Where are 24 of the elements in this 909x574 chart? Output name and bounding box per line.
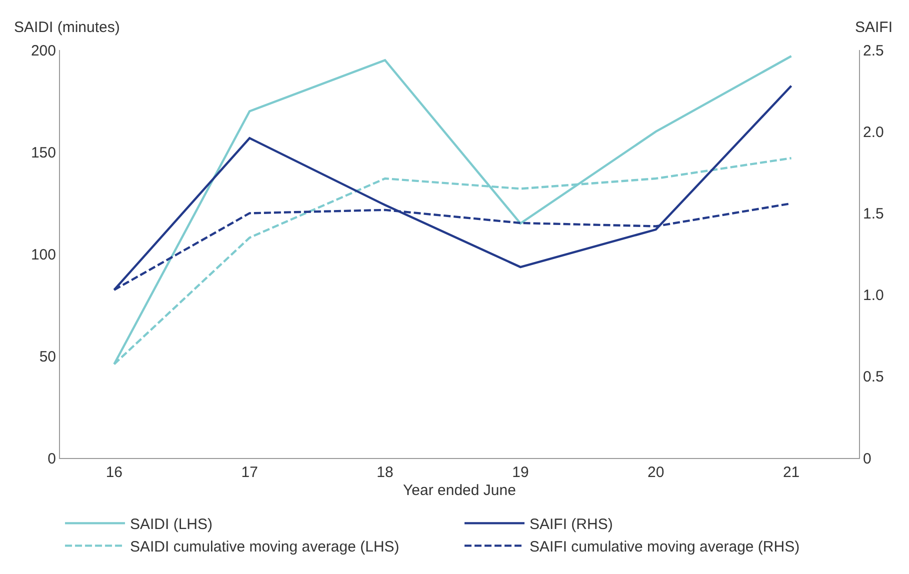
y-tick-label: 100	[30, 246, 56, 264]
legend-label: SAIDI cumulative moving average (LHS)	[130, 538, 400, 556]
y2-tick-label: 0.5	[863, 368, 884, 386]
y2-tick-label: 1.0	[863, 287, 884, 304]
x-axis-title: Year ended June	[403, 482, 516, 499]
legend-label: SAIDI (LHS)	[130, 516, 213, 534]
y-axis-title: SAIDI (minutes)	[14, 19, 120, 36]
y2-tick-label: 1.5	[863, 205, 884, 222]
x-tick-label: 16	[106, 464, 123, 481]
y-tick-label: 50	[39, 348, 56, 366]
y-tick-label: 200	[30, 42, 56, 60]
y-tick-label: 0	[48, 450, 56, 468]
y-tick-label: 150	[30, 144, 56, 162]
x-tick-label: 18	[376, 464, 394, 481]
y2-tick-label: 2.5	[863, 42, 884, 60]
y2-tick-label: 2.0	[863, 124, 884, 141]
x-tick-label: 17	[241, 464, 258, 481]
y2-tick-label: 0	[863, 450, 872, 468]
x-tick-label: 21	[782, 464, 800, 481]
legend-label: SAIFI cumulative moving average (RHS)	[530, 538, 800, 556]
x-tick-label: 20	[648, 464, 664, 481]
x-tick-label: 19	[512, 464, 529, 481]
legend-label: SAIFI (RHS)	[530, 516, 613, 534]
y2-axis-title: SAIFI	[855, 19, 893, 36]
